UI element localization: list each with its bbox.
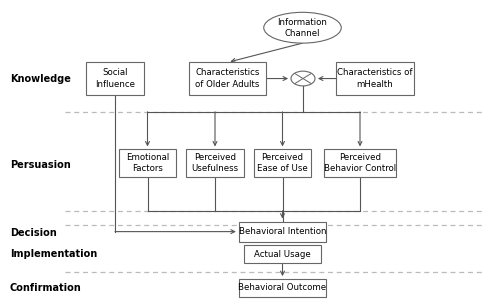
Text: Persuasion: Persuasion bbox=[10, 160, 71, 170]
Text: Perceived
Ease of Use: Perceived Ease of Use bbox=[257, 153, 308, 173]
Ellipse shape bbox=[264, 12, 341, 43]
Text: Actual Usage: Actual Usage bbox=[254, 249, 311, 259]
FancyBboxPatch shape bbox=[239, 222, 326, 241]
FancyBboxPatch shape bbox=[324, 149, 396, 177]
FancyBboxPatch shape bbox=[336, 62, 414, 95]
Text: Knowledge: Knowledge bbox=[10, 74, 71, 83]
Text: Perceived
Behavior Control: Perceived Behavior Control bbox=[324, 153, 396, 173]
FancyBboxPatch shape bbox=[254, 149, 311, 177]
Text: Social
Influence: Social Influence bbox=[95, 68, 135, 89]
FancyBboxPatch shape bbox=[244, 245, 321, 263]
Text: Behavioral Outcome: Behavioral Outcome bbox=[238, 283, 326, 293]
Text: Behavioral Intention: Behavioral Intention bbox=[239, 227, 326, 236]
Text: Decision: Decision bbox=[10, 228, 57, 237]
Circle shape bbox=[291, 71, 315, 86]
FancyBboxPatch shape bbox=[239, 279, 326, 297]
Text: Information
Channel: Information Channel bbox=[278, 18, 328, 38]
Text: Confirmation: Confirmation bbox=[10, 283, 82, 293]
Text: Characteristics of
mHealth: Characteristics of mHealth bbox=[337, 68, 413, 89]
Text: Emotional
Factors: Emotional Factors bbox=[126, 153, 169, 173]
FancyBboxPatch shape bbox=[119, 149, 176, 177]
Text: Implementation: Implementation bbox=[10, 249, 97, 259]
Text: Perceived
Usefulness: Perceived Usefulness bbox=[192, 153, 238, 173]
FancyBboxPatch shape bbox=[186, 149, 244, 177]
FancyBboxPatch shape bbox=[189, 62, 266, 95]
Text: Characteristics
of Older Adults: Characteristics of Older Adults bbox=[196, 68, 260, 89]
FancyBboxPatch shape bbox=[86, 62, 144, 95]
